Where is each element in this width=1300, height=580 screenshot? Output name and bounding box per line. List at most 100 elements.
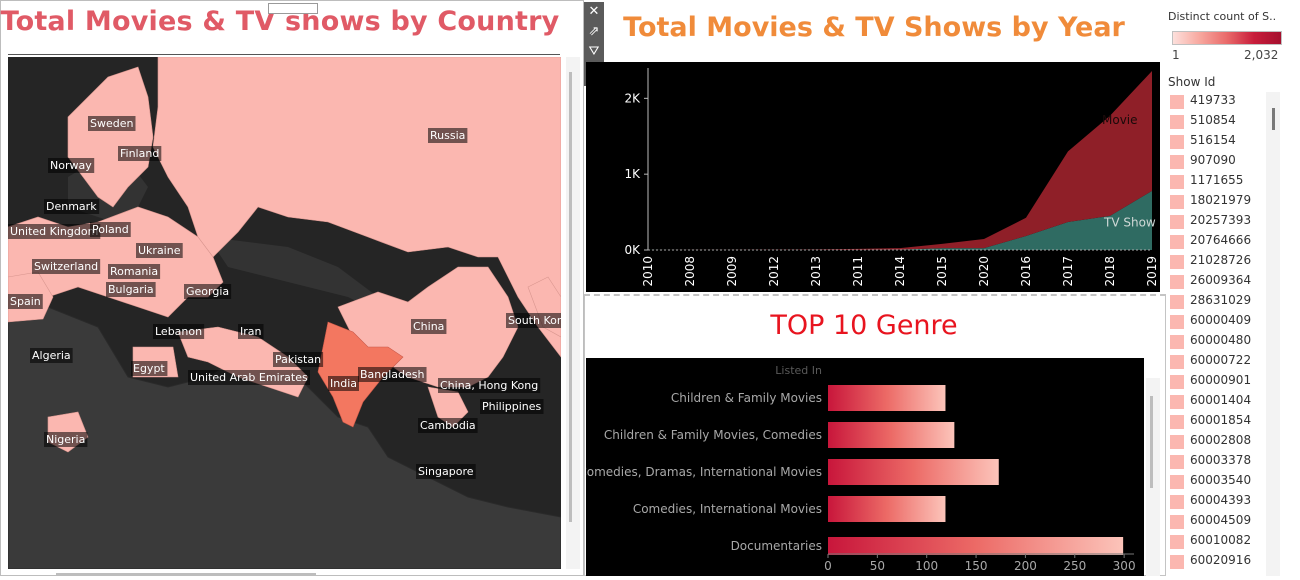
show-id-checkbox[interactable] (1170, 335, 1184, 349)
genre-bar[interactable] (828, 459, 999, 485)
show-id-checkbox[interactable] (1170, 115, 1184, 129)
show-id-checkbox[interactable] (1170, 255, 1184, 269)
show-id-item[interactable]: 516154 (1170, 132, 1266, 152)
show-id-item[interactable]: 1171655 (1170, 172, 1266, 192)
show-id-checkbox[interactable] (1170, 135, 1184, 149)
country-label-bg (131, 361, 168, 376)
show-id-checkbox[interactable] (1170, 315, 1184, 329)
show-id-checkbox[interactable] (1170, 375, 1184, 389)
close-icon[interactable]: ✕ (588, 4, 600, 19)
show-id-checkbox[interactable] (1170, 455, 1184, 469)
country-label: Ukraine (138, 244, 181, 257)
area-series-tv-show[interactable] (648, 190, 1152, 250)
show-id-checkbox[interactable] (1170, 275, 1184, 289)
show-id-checkbox[interactable] (1170, 495, 1184, 509)
genre-x-tick-label: 0 (824, 559, 832, 573)
show-id-scrollbar[interactable] (1266, 92, 1280, 576)
show-id-label: 60020916 (1190, 553, 1252, 567)
genre-bar[interactable] (828, 496, 946, 522)
show-id-item[interactable]: 60003540 (1170, 472, 1266, 492)
show-id-label: 60003540 (1190, 473, 1252, 487)
country-label-bg (418, 418, 478, 433)
show-id-checkbox[interactable] (1170, 435, 1184, 449)
country-label-bg (416, 464, 476, 479)
genre-x-tick-label: 50 (870, 559, 885, 573)
country-label: China, Hong Kong (440, 379, 538, 392)
show-id-item[interactable]: 60004393 (1170, 492, 1266, 512)
show-id-item[interactable]: 60002808 (1170, 432, 1266, 452)
show-id-checkbox[interactable] (1170, 555, 1184, 569)
x-tick-label: 2012 (767, 256, 781, 287)
show-id-item[interactable]: 907090 (1170, 152, 1266, 172)
show-id-item[interactable]: 20764666 (1170, 232, 1266, 252)
show-id-checkbox[interactable] (1170, 475, 1184, 489)
genre-bar-chart[interactable]: Listed In Children & Family Movies Childre… (578, 358, 1144, 576)
show-id-checkbox[interactable] (1170, 395, 1184, 409)
x-tick-label: 2009 (725, 256, 739, 287)
show-id-item[interactable]: 510854 (1170, 112, 1266, 132)
show-id-checkbox[interactable] (1170, 215, 1184, 229)
country-label: Nigeria (46, 433, 85, 446)
genre-scrollbar[interactable] (1146, 378, 1160, 576)
year-chart-title: Total Movies & TV Shows by Year (623, 12, 1125, 43)
show-id-checkbox[interactable] (1170, 155, 1184, 169)
show-id-checkbox[interactable] (1170, 515, 1184, 529)
show-id-item[interactable]: 60020916 (1170, 552, 1266, 572)
show-id-item[interactable]: 28631029 (1170, 292, 1266, 312)
country-label: Iran (240, 325, 262, 338)
x-tick-label: 2018 (1103, 256, 1117, 287)
year-area-chart-svg: TV Show Movie 0K 1K 2K 2010 2008 2009 2012 2013 20… (624, 68, 1159, 287)
show-id-item[interactable]: 18021979 (1170, 192, 1266, 212)
x-tick-label: 2016 (1019, 256, 1033, 287)
show-id-checkbox[interactable] (1170, 355, 1184, 369)
y-tick-label: 1K (624, 167, 641, 181)
year-area-chart[interactable]: TV Show Movie 0K 1K 2K 2010 2008 2009 2012 2013 20… (586, 62, 1160, 292)
genre-scrollbar-thumb[interactable] (1150, 396, 1153, 488)
show-id-item[interactable]: 60000409 (1170, 312, 1266, 332)
show-id-checkbox[interactable] (1170, 175, 1184, 189)
y-tick-label: 0K (624, 243, 641, 257)
show-id-checkbox[interactable] (1170, 235, 1184, 249)
show-id-item[interactable]: 419733 (1170, 92, 1266, 112)
filter-icon[interactable]: ⛛ (588, 44, 600, 59)
show-id-item[interactable]: 60000480 (1170, 332, 1266, 352)
show-id-item[interactable]: 60001854 (1170, 412, 1266, 432)
show-id-item[interactable]: 60001404 (1170, 392, 1266, 412)
color-legend-min: 1 (1172, 48, 1180, 62)
x-tick-label: 2013 (809, 256, 823, 287)
show-id-checkbox[interactable] (1170, 535, 1184, 549)
show-id-item[interactable]: 60003378 (1170, 452, 1266, 472)
show-id-checkbox[interactable] (1170, 95, 1184, 109)
genre-bar[interactable] (828, 422, 955, 448)
show-id-item[interactable]: 26009364 (1170, 272, 1266, 292)
show-id-item[interactable]: 60000901 (1170, 372, 1266, 392)
show-id-checkbox[interactable] (1170, 195, 1184, 209)
country-label: Romania (110, 265, 158, 278)
show-id-label: 18021979 (1190, 193, 1252, 207)
show-id-item[interactable]: 60010082 (1170, 532, 1266, 552)
show-id-scrollbar-thumb[interactable] (1272, 108, 1275, 130)
show-id-item[interactable]: 60004509 (1170, 512, 1266, 532)
genre-bar[interactable] (828, 385, 946, 411)
country-label: South Korea (508, 314, 561, 327)
show-id-checkbox[interactable] (1170, 295, 1184, 309)
show-id-label: 60010082 (1190, 533, 1252, 547)
show-id-label: 516154 (1190, 133, 1236, 147)
show-id-item[interactable]: 60000722 (1170, 352, 1266, 372)
show-id-filter-title: Show Id (1168, 75, 1216, 89)
show-id-checkbox[interactable] (1170, 415, 1184, 429)
country-label: Lebanon (155, 325, 202, 338)
country-label-bg (273, 352, 324, 367)
map-horizontal-scrollbar[interactable] (56, 573, 316, 576)
genre-bar[interactable] (828, 537, 1124, 555)
country-map[interactable]: Sweden Russia Finland Norway Denmark United K… (8, 57, 561, 569)
show-id-filter-list[interactable]: 419733 510854 516154 907090 1171655 18021979 2… (1170, 92, 1266, 576)
country-label-bg (8, 224, 101, 239)
show-id-item[interactable]: 20257393 (1170, 212, 1266, 232)
map-scrollbar-thumb[interactable] (569, 72, 572, 522)
show-id-label: 20257393 (1190, 213, 1252, 227)
show-id-item[interactable]: 21028726 (1170, 252, 1266, 272)
country-label-bg (188, 370, 310, 385)
popout-icon[interactable]: ⇗ (588, 24, 600, 39)
drag-handle[interactable] (268, 3, 318, 14)
